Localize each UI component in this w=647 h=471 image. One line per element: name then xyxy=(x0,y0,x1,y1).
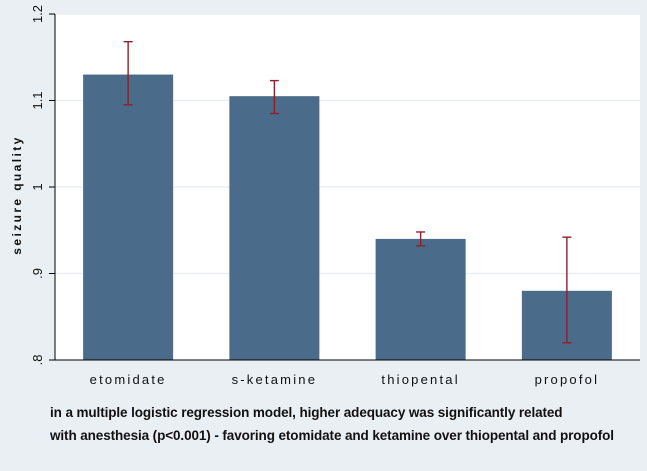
y-tick-label: .9 xyxy=(30,268,45,279)
x-tick-label: thiopental xyxy=(381,372,459,387)
x-tick-label: s-ketamine xyxy=(232,372,318,387)
y-tick-label: 1.1 xyxy=(30,91,45,109)
error-bar xyxy=(269,79,279,115)
caption-underlined-comma: , xyxy=(292,405,296,420)
bar-etomidate xyxy=(83,74,174,361)
y-tick-label: 1 xyxy=(30,183,45,190)
x-tick-label: propofol xyxy=(535,372,600,387)
caption-line-1: in a multiple logistic regression model,… xyxy=(50,405,645,420)
error-bars xyxy=(123,40,572,344)
bar-chart: .8 .9 1 1.1 1.2 etomidate s-ketamine thiopental… xyxy=(10,5,640,387)
x-tick-label: etomidate xyxy=(90,372,167,387)
error-bar xyxy=(562,236,572,344)
caption-text: higher adequacy was significantly relate… xyxy=(295,405,563,420)
y-tick-label: .8 xyxy=(30,355,45,366)
y-axis-label: seizure quality xyxy=(10,135,24,254)
axes: .8 .9 1 1.1 1.2 etomidate s-ketamine thiopental… xyxy=(30,5,640,387)
y-tick-label: 1.2 xyxy=(30,5,45,23)
caption-line-2: with anesthesia (p<0.001) - favoring eto… xyxy=(50,428,614,443)
error-bar xyxy=(416,231,426,247)
error-bar xyxy=(123,40,133,106)
bar-thiopental xyxy=(375,238,466,360)
caption-text: in a multiple logistic regression model xyxy=(50,405,293,420)
bar-s-ketamine xyxy=(229,96,320,361)
